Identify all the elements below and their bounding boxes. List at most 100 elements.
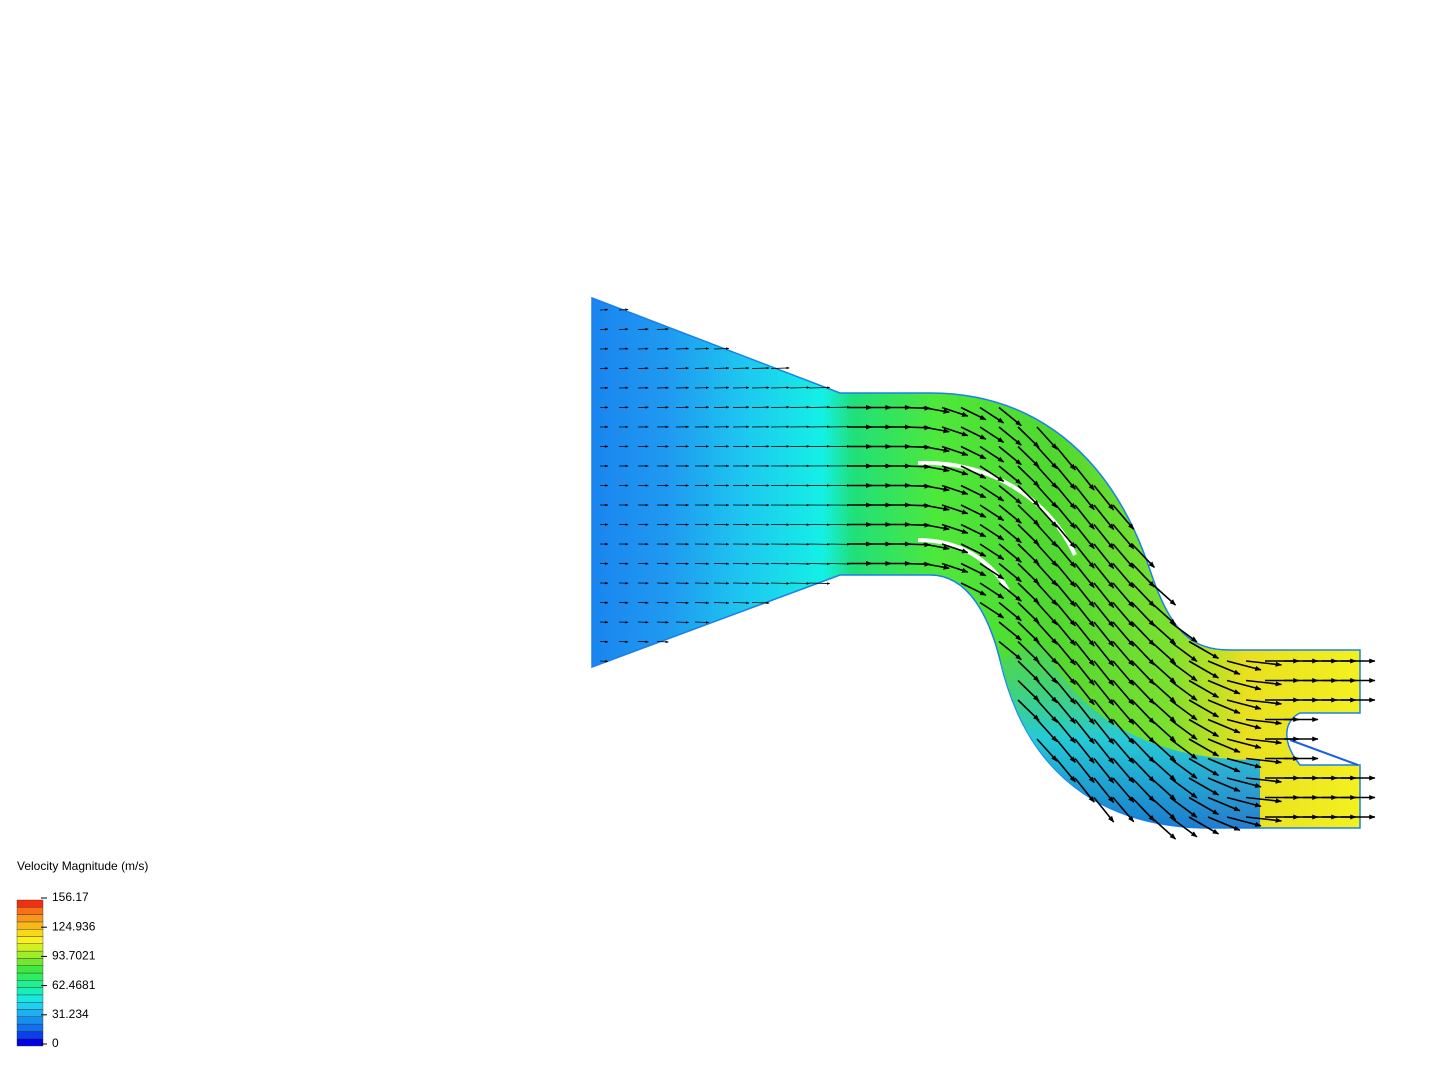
velocity-arrow [922, 445, 950, 453]
tick-label: 62.4681 [52, 978, 96, 992]
color-band [16, 899, 44, 908]
velocity-arrow [1150, 679, 1177, 704]
velocity-arrow [1093, 757, 1115, 784]
velocity-arrow [1055, 718, 1076, 744]
velocity-arrow [1036, 738, 1058, 762]
velocity-arrow [1245, 757, 1283, 765]
color-band [16, 1002, 44, 1010]
velocity-arrow [1226, 757, 1262, 769]
velocity-arrow [1207, 738, 1241, 754]
tick-label: 124.936 [52, 919, 96, 933]
velocity-arrow [1150, 796, 1177, 821]
velocity-arrow [1055, 504, 1076, 529]
color-band [16, 965, 44, 974]
velocity-arrow [1245, 796, 1283, 804]
velocity-arrow [1036, 484, 1058, 509]
velocity-arrow [1150, 699, 1177, 723]
velocity-arrow [1131, 679, 1155, 705]
velocity-arrow [960, 562, 987, 577]
velocity-arrow [1036, 679, 1058, 704]
velocity-arrow [1131, 582, 1155, 608]
velocity-arrow [1036, 601, 1058, 626]
velocity-arrow [960, 406, 987, 421]
flow-domain [591, 296, 1376, 840]
velocity-arrow [1055, 445, 1076, 471]
velocity-arrow [1093, 738, 1115, 764]
guide-vane [917, 538, 1010, 592]
velocity-arrow [1226, 660, 1262, 671]
velocity-arrow [1188, 640, 1220, 660]
velocity-arrow [1207, 816, 1241, 832]
velocity-arrow [1036, 582, 1058, 606]
velocity-arrow [1074, 563, 1095, 589]
velocity-arrow [941, 562, 969, 573]
velocity-arrow [1036, 523, 1058, 548]
velocity-arrow [1074, 738, 1095, 764]
velocity-arrow [960, 484, 987, 499]
velocity-arrow [1131, 757, 1155, 783]
velocity-arrow [1207, 699, 1241, 715]
velocity-arrow [1112, 679, 1135, 706]
velocity-arrow [1131, 621, 1155, 647]
velocity-arrow [1055, 757, 1076, 783]
velocity-arrow [1112, 582, 1135, 608]
color-band [16, 936, 44, 945]
velocity-arrow [1112, 523, 1135, 550]
velocity-arrow [770, 582, 790, 585]
velocity-arrow [1112, 640, 1135, 667]
velocity-arrow [1131, 640, 1155, 666]
color-band [16, 1023, 44, 1032]
color-band [16, 972, 44, 981]
velocity-arrow [998, 621, 1022, 641]
velocity-arrow [1207, 757, 1241, 773]
velocity-arrow [1226, 796, 1262, 808]
velocity-arrow [1055, 738, 1076, 763]
velocity-arrow [1131, 796, 1155, 822]
velocity-arrow [1055, 484, 1076, 510]
velocity-arrow [1207, 718, 1241, 734]
velocity-arrow [1055, 601, 1076, 627]
color-bar [16, 899, 44, 1047]
color-legend: Velocity Magnitude (m/s) 156.17 124.936 93… [16, 859, 148, 1050]
velocity-arrow [1017, 543, 1040, 565]
velocity-arrow [1017, 562, 1040, 585]
velocity-arrow [1074, 719, 1095, 745]
velocity-arrow [922, 562, 950, 570]
velocity-field [591, 296, 1361, 829]
velocity-arrow [1245, 718, 1283, 726]
velocity-arrow [1188, 718, 1220, 738]
color-band [16, 929, 44, 937]
color-band [16, 907, 44, 915]
velocity-arrow [1055, 582, 1076, 607]
velocity-arrow [1074, 758, 1095, 784]
velocity-arrow [1169, 718, 1198, 741]
velocity-arrow [1074, 543, 1095, 569]
velocity-arrow [1188, 738, 1220, 757]
velocity-arrow [1017, 699, 1040, 721]
velocity-arrow [1017, 660, 1040, 682]
velocity-arrow [979, 426, 1005, 444]
velocity-arrow [770, 366, 790, 370]
velocity-arrow [979, 601, 1005, 619]
velocity-arrow [1207, 660, 1241, 676]
color-band [16, 950, 44, 959]
velocity-arrow [1017, 523, 1040, 546]
velocity-arrow [1131, 738, 1155, 764]
velocity-arrow [922, 484, 950, 492]
velocity-arrow [941, 484, 969, 495]
velocity-arrow [1245, 777, 1283, 784]
velocity-arrow [1150, 777, 1177, 801]
velocity-arrow [1036, 445, 1058, 470]
velocity-arrow [1226, 777, 1262, 788]
velocity-arrow [1169, 679, 1198, 702]
tick-label: 0 [52, 1036, 59, 1050]
velocity-arrow [998, 426, 1022, 446]
velocity-arrow [998, 601, 1022, 622]
legend-title: Velocity Magnitude (m/s) [17, 859, 148, 873]
color-band [16, 980, 44, 988]
velocity-arrow [998, 484, 1022, 505]
velocity-arrow [1169, 738, 1198, 760]
velocity-arrow [1245, 660, 1283, 667]
